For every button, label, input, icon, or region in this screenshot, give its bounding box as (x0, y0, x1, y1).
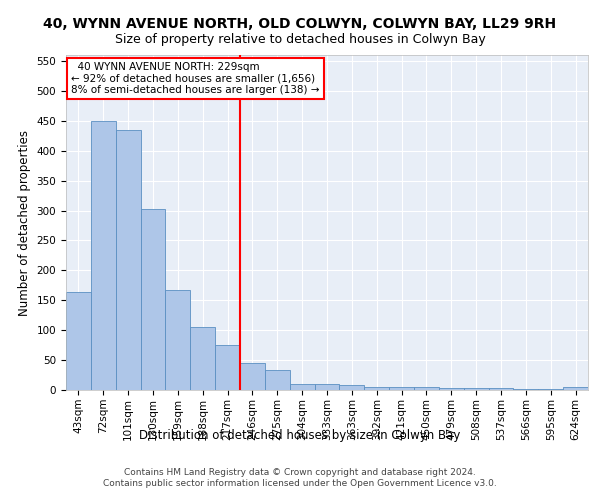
Bar (166, 290, 190, 390)
Bar (439, 388, 464, 390)
Text: Size of property relative to detached houses in Colwyn Bay: Size of property relative to detached ho… (115, 32, 485, 46)
Bar (265, 370, 290, 390)
Text: Contains HM Land Registry data © Crown copyright and database right 2024.
Contai: Contains HM Land Registry data © Crown c… (103, 468, 497, 487)
Y-axis label: Number of detached properties: Number of detached properties (18, 130, 31, 316)
Text: Distribution of detached houses by size in Colwyn Bay: Distribution of detached houses by size … (139, 428, 461, 442)
Bar (364, 387, 389, 390)
Bar (66, 292, 91, 390)
Bar (140, 208, 166, 390)
Bar (414, 387, 439, 390)
Text: 40, WYNN AVENUE NORTH, OLD COLWYN, COLWYN BAY, LL29 9RH: 40, WYNN AVENUE NORTH, OLD COLWYN, COLWY… (43, 18, 557, 32)
Bar (190, 326, 215, 390)
Bar (340, 385, 364, 390)
Bar (464, 388, 488, 390)
Bar (116, 130, 140, 390)
Bar (514, 389, 538, 390)
Bar (240, 363, 265, 390)
Bar (290, 384, 314, 390)
Bar (389, 387, 414, 390)
Text: 40 WYNN AVENUE NORTH: 229sqm
← 92% of detached houses are smaller (1,656)
8% of : 40 WYNN AVENUE NORTH: 229sqm ← 92% of de… (71, 62, 320, 95)
Bar (563, 387, 588, 390)
Bar (215, 345, 240, 390)
Bar (91, 121, 116, 390)
Bar (314, 384, 340, 390)
Bar (488, 388, 514, 390)
